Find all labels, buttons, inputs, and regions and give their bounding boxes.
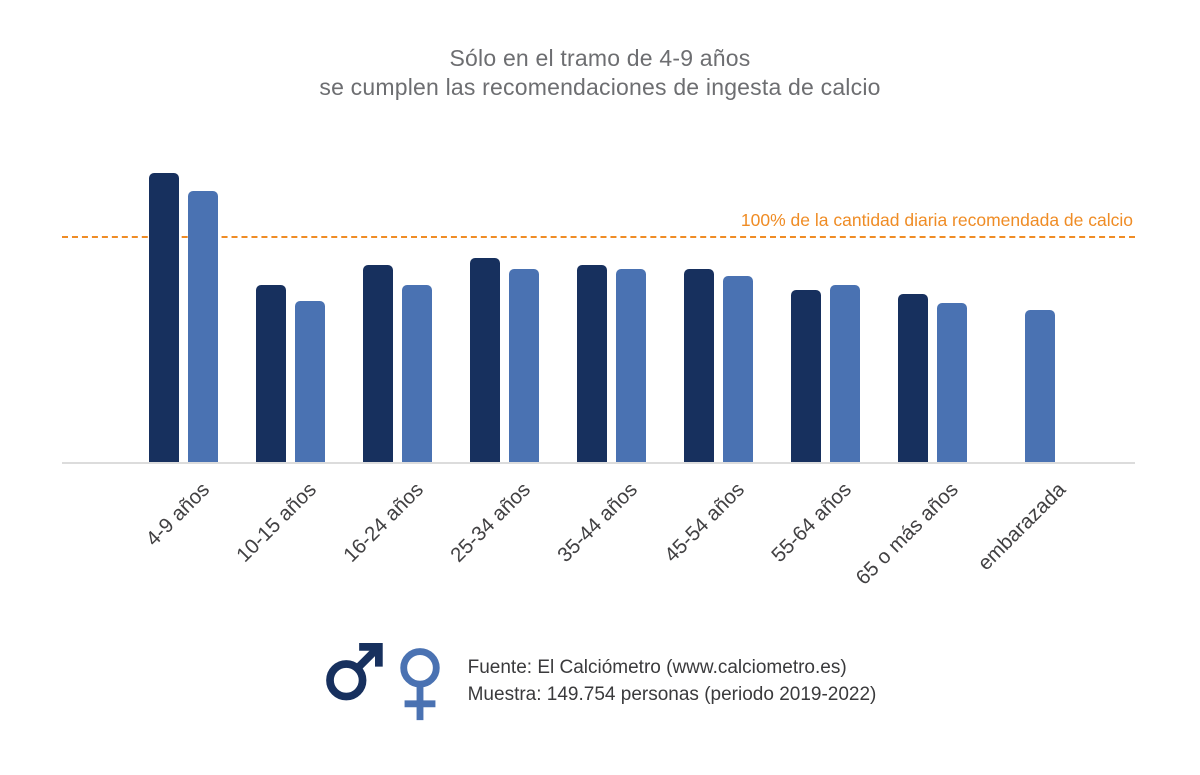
bar-group: 45-54 años	[660, 164, 772, 567]
source-line: Fuente: El Calciómetro (www.calciometro.…	[467, 657, 847, 678]
bar-male	[256, 285, 286, 462]
bar-male	[684, 269, 714, 462]
category-labels-area	[0, 464, 1200, 634]
bar-male	[149, 173, 179, 462]
bar-male	[363, 265, 393, 462]
bar-male	[577, 265, 607, 462]
bar-female	[937, 303, 967, 462]
chart-title: Sólo en el tramo de 4-9 años se cumplen …	[0, 44, 1200, 102]
bar-male	[898, 294, 928, 462]
bar-male	[470, 258, 500, 462]
bar-female	[1024, 310, 1055, 462]
male-icon	[324, 634, 384, 711]
sample-line: Muestra: 149.754 personas (periodo 2019-…	[467, 684, 877, 705]
footer: Fuente: El Calciómetro (www.calciometro.…	[0, 634, 1200, 728]
reference-line	[62, 236, 1135, 238]
bar-female	[188, 191, 218, 462]
chart-plot-area: 100% de la cantidad diaria recomendada d…	[62, 164, 1135, 589]
bar-group: 10-15 años	[232, 164, 344, 567]
bar-female	[295, 301, 325, 462]
bar-group: embarazada	[973, 164, 1093, 575]
reference-line-label: 100% de la cantidad diaria recomendada d…	[740, 210, 1133, 230]
female-icon	[396, 647, 444, 728]
bar-female	[509, 269, 539, 462]
bar-male	[791, 290, 821, 462]
bar-group: 25-34 años	[446, 164, 558, 567]
bar-groups: 4-9 años 10-15 años 16-24 años 25-34 años 35…	[130, 164, 1093, 589]
bar-group: 65 o más años	[851, 164, 986, 589]
bar-group: 16-24 años	[339, 164, 451, 567]
source-text-block: Fuente: El Calciómetro (www.calciometro.…	[468, 654, 877, 708]
chart-title-line1: Sólo en el tramo de 4-9 años	[449, 45, 751, 71]
bar-female	[723, 276, 753, 462]
bar-group: 4-9 años	[130, 164, 237, 551]
bar-group: 55-64 años	[767, 164, 879, 567]
bar-female	[616, 269, 646, 462]
bar-group: 35-44 años	[553, 164, 665, 567]
bar-female	[830, 285, 860, 462]
bar-female	[402, 285, 432, 462]
chart-title-line2: se cumplen las recomendaciones de ingest…	[319, 74, 881, 100]
